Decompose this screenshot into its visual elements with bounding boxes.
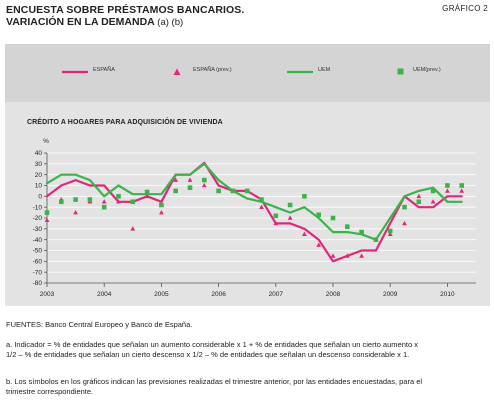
square-marker (330, 215, 336, 221)
square-marker (430, 188, 436, 194)
square-marker (416, 199, 422, 205)
triangle-marker (201, 182, 207, 188)
square-marker (44, 210, 50, 215)
x-tick-label: 2009 (383, 291, 398, 298)
legend-band: ESPAÑA ESPAÑA (prev.) UEM UEM(prev.) (5, 44, 490, 102)
square-marker (202, 177, 207, 183)
triangle-marker (387, 231, 393, 237)
square-marker (445, 183, 450, 188)
triangle-marker (259, 204, 264, 209)
chart-panel: ESPAÑA ESPAÑA (prev.) UEM UEM(prev.) CRÉ… (5, 44, 490, 306)
square-marker (130, 199, 136, 205)
y-axis-unit: % (43, 138, 49, 145)
x-tick-label: 2006 (211, 291, 226, 298)
square-marker (387, 228, 393, 234)
x-tick-label: 2003 (40, 291, 55, 298)
x-tick-label: 2004 (97, 291, 112, 298)
square-marker (230, 188, 236, 194)
square-marker (159, 202, 164, 208)
y-tick-label: -60 (33, 259, 43, 266)
square-marker (273, 213, 279, 219)
y-tick-label: -40 (33, 237, 43, 244)
square-marker (316, 212, 321, 218)
chart-title: CRÉDITO A HOGARES PARA ADQUISICIÓN DE VI… (27, 119, 223, 126)
square-marker (244, 188, 250, 194)
legend-square-icon (397, 68, 404, 75)
x-tick-label: 2005 (154, 291, 169, 298)
triangle-marker (116, 199, 121, 204)
triangle-marker (459, 188, 465, 193)
square-marker (173, 188, 178, 194)
header-title: ENCUESTA SOBRE PRÉSTAMOS BANCARIOS. (6, 4, 245, 16)
y-tick-label: -50 (33, 248, 43, 255)
legend-triangle-icon (173, 68, 181, 75)
square-marker (287, 202, 293, 208)
y-tick-label: -70 (33, 269, 43, 276)
square-marker (87, 197, 93, 202)
triangle-marker (144, 193, 150, 199)
triangle-marker (44, 217, 50, 222)
triangle-marker (130, 226, 136, 231)
legend-line-uem-icon (287, 70, 313, 74)
triangle-marker (330, 253, 336, 258)
x-tick-label: 2008 (326, 291, 341, 298)
header-subtitle-notes: (a) (b) (157, 17, 184, 28)
y-tick-label: 10 (35, 183, 43, 190)
square-marker (59, 199, 64, 205)
series-line-0 (45, 161, 463, 263)
square-marker (101, 204, 107, 210)
triangle-marker (273, 220, 279, 226)
triangle-marker (402, 220, 407, 226)
triangle-marker (302, 231, 307, 237)
triangle-marker (101, 199, 107, 204)
y-tick-label: 30 (35, 161, 43, 168)
legend-line-espana-icon (62, 70, 88, 74)
source-note: FUENTES: Banco Central Europeo y Banco d… (6, 320, 193, 329)
y-tick-label: 20 (35, 172, 43, 179)
footnote-a: a. Indicador = % de entidades que señala… (6, 340, 418, 359)
legend-label-uem: UEM (318, 67, 331, 73)
triangle-marker (287, 215, 293, 220)
footnote-b: b. Los símbolos en los gráficos indican … (6, 377, 423, 396)
y-tick-label: -20 (33, 215, 43, 222)
square-marker (216, 188, 221, 194)
square-marker (73, 197, 78, 202)
square-marker (373, 237, 379, 242)
triangle-marker (73, 209, 78, 215)
triangle-marker (187, 177, 193, 182)
series-line-2 (45, 162, 463, 241)
square-marker (187, 185, 193, 190)
y-tick-label: -30 (33, 226, 43, 233)
triangle-marker (159, 209, 164, 215)
header-subtitle: VARIACIÓN EN LA DEMANDA (a) (b) (6, 16, 183, 29)
square-marker (144, 189, 150, 195)
y-tick-label: -10 (33, 204, 43, 211)
triangle-marker (430, 199, 436, 204)
square-marker (116, 194, 121, 199)
triangle-marker (173, 177, 179, 182)
triangle-marker (416, 193, 422, 199)
square-marker (402, 204, 407, 210)
y-tick-label: 40 (35, 150, 43, 157)
square-marker (459, 183, 464, 188)
triangle-marker (344, 253, 350, 258)
y-tick-label: 0 (38, 194, 42, 201)
triangle-marker (445, 188, 450, 193)
square-marker (302, 194, 307, 199)
square-marker (345, 224, 350, 229)
square-marker (359, 229, 364, 235)
legend-label-uem-prev: UEM(prev.) (413, 67, 441, 73)
triangle-marker (359, 253, 364, 258)
header-subtitle-text: VARIACIÓN EN LA DEMANDA (6, 16, 155, 28)
y-tick-label: -80 (33, 280, 43, 287)
legend-label-espana-prev: ESPAÑA (prev.) (193, 67, 232, 73)
legend-label-espana: ESPAÑA (93, 67, 115, 73)
figure-label: GRÁFICO 2 (442, 4, 488, 13)
square-marker (259, 197, 264, 202)
triangle-marker (316, 242, 322, 247)
x-tick-label: 2010 (440, 291, 455, 298)
x-tick-label: 2007 (269, 291, 284, 298)
